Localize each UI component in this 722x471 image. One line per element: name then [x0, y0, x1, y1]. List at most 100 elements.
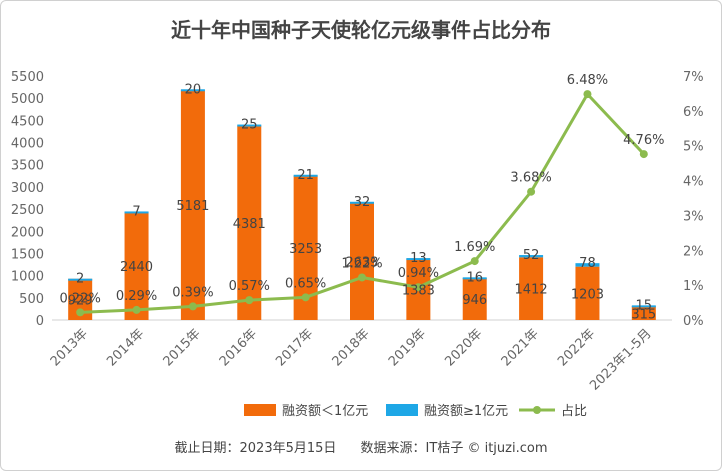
ratio-label: 0.29%	[116, 289, 157, 304]
bar-over-100m	[631, 305, 656, 308]
bar-under-100m-label: 2633	[345, 256, 378, 271]
bar-over-100m	[124, 211, 149, 214]
x-tick-label: 2020年	[442, 326, 485, 369]
bar-under-100m-label: 946	[462, 293, 487, 308]
bar-under-100m-label: 929	[68, 293, 93, 308]
data-source: 数据来源：IT桔子 © itjuzi.com	[360, 441, 548, 456]
x-tick-label: 2016年	[217, 326, 260, 369]
bar-over-100m-label: 20	[185, 82, 202, 97]
y-right-tick-label: 2%	[683, 244, 704, 259]
bar-over-100m-label: 2	[76, 272, 84, 287]
ratio-point	[527, 187, 536, 196]
y-left-tick-label: 2000	[11, 225, 44, 240]
bar-over-100m-label: 52	[523, 248, 540, 263]
bar-under-100m-label: 1203	[571, 287, 604, 302]
legend-label-under-100m: 融资额＜1亿元	[282, 404, 368, 419]
y-right-tick-label: 1%	[683, 279, 704, 294]
ratio-point	[301, 293, 310, 302]
y-right-tick-label: 7%	[683, 70, 704, 85]
ratio-label: 1.69%	[454, 240, 495, 255]
y-left-tick-label: 5000	[11, 92, 44, 107]
y-left-tick-label: 4500	[11, 114, 44, 129]
ratio-label: 6.48%	[567, 73, 608, 88]
bar-under-100m	[124, 211, 149, 320]
bar-over-100m	[237, 124, 262, 127]
ratio-label: 0.57%	[229, 279, 270, 294]
y-left-tick-label: 2500	[11, 203, 44, 218]
legend-swatch-ratio-dot	[533, 406, 541, 414]
ratio-point	[245, 296, 254, 305]
legend-swatch-over-100m	[386, 404, 418, 416]
bar-over-100m	[68, 278, 93, 281]
bar-under-100m	[237, 125, 262, 320]
y-right-tick-label: 0%	[683, 314, 704, 329]
bar-over-100m-label: 25	[241, 118, 258, 133]
legend-swatch-under-100m	[244, 404, 276, 416]
bar-over-100m	[293, 174, 318, 177]
ratio-label: 0.65%	[285, 276, 326, 291]
ratio-label: 0.39%	[172, 285, 213, 300]
y-left-tick-label: 1500	[11, 247, 44, 262]
bar-under-100m	[462, 278, 487, 320]
bar-under-100m-label: 1412	[515, 283, 548, 298]
bar-over-100m-label: 15	[636, 298, 653, 313]
bar-over-100m-label: 32	[354, 195, 371, 210]
ratio-label: 0.94%	[398, 266, 439, 281]
bar-under-100m	[575, 266, 600, 320]
y-right-tick-label: 3%	[683, 209, 704, 224]
footer: 截止日期：2023年5月15日 数据来源：IT桔子 © itjuzi.com	[0, 437, 722, 456]
bar-over-100m	[462, 277, 487, 280]
x-tick-label: 2017年	[273, 326, 316, 369]
x-tick-label: 2022年	[555, 326, 598, 369]
bar-over-100m	[350, 201, 374, 204]
bar-over-100m	[406, 258, 431, 261]
ratio-point	[414, 283, 423, 292]
y-left-tick-label: 0	[36, 314, 44, 329]
ratio-point	[132, 305, 141, 314]
ratio-point	[76, 308, 85, 317]
ratio-point	[358, 273, 366, 282]
bar-under-100m	[350, 203, 374, 320]
bar-under-100m	[519, 257, 544, 320]
bar-over-100m-label: 78	[579, 256, 596, 271]
bar-under-100m-label: 5181	[176, 199, 209, 214]
ratio-point	[639, 150, 648, 159]
bar-under-100m	[631, 306, 656, 320]
bar-over-100m-label: 13	[410, 251, 427, 266]
bar-over-100m-label: 16	[466, 270, 483, 285]
x-tick-label: 2019年	[386, 326, 429, 369]
bar-under-100m-label: 1383	[402, 283, 435, 298]
y-right-tick-label: 6%	[683, 105, 704, 120]
ratio-point	[583, 90, 592, 99]
legend-label-ratio: 占比	[561, 404, 587, 419]
x-tick-label: 2013年	[48, 326, 91, 369]
y-left-tick-label: 1000	[11, 270, 44, 285]
ratio-label: 4.76%	[623, 133, 664, 148]
y-left-tick-label: 500	[19, 292, 44, 307]
ratio-label: 3.68%	[510, 171, 551, 186]
x-tick-label: 2018年	[330, 326, 373, 369]
x-tick-label: 2021年	[499, 326, 542, 369]
ratio-point	[470, 257, 479, 266]
x-tick-label: 2015年	[161, 326, 204, 369]
bar-under-100m-label: 2440	[120, 260, 153, 275]
ratio-label: 1.22%	[341, 256, 382, 271]
bar-over-100m	[519, 255, 544, 258]
y-left-tick-label: 4000	[11, 137, 44, 152]
bar-under-100m-label: 3253	[289, 242, 322, 257]
ratio-label: 0.22%	[60, 291, 101, 306]
bar-over-100m-label: 7	[132, 204, 140, 219]
x-tick-label: 2014年	[104, 326, 147, 369]
bar-over-100m	[575, 263, 600, 267]
bar-over-100m-label: 21	[297, 168, 314, 183]
legend-label-over-100m: 融资额≥1亿元	[424, 404, 508, 419]
y-left-tick-label: 3000	[11, 181, 44, 196]
y-right-tick-label: 4%	[683, 175, 704, 190]
y-left-tick-label: 3500	[11, 159, 44, 174]
y-right-tick-label: 5%	[683, 140, 704, 155]
bar-over-100m	[180, 89, 205, 92]
y-left-tick-label: 5500	[11, 70, 44, 85]
ratio-point	[188, 302, 197, 311]
bar-under-100m-label: 315	[631, 308, 656, 323]
